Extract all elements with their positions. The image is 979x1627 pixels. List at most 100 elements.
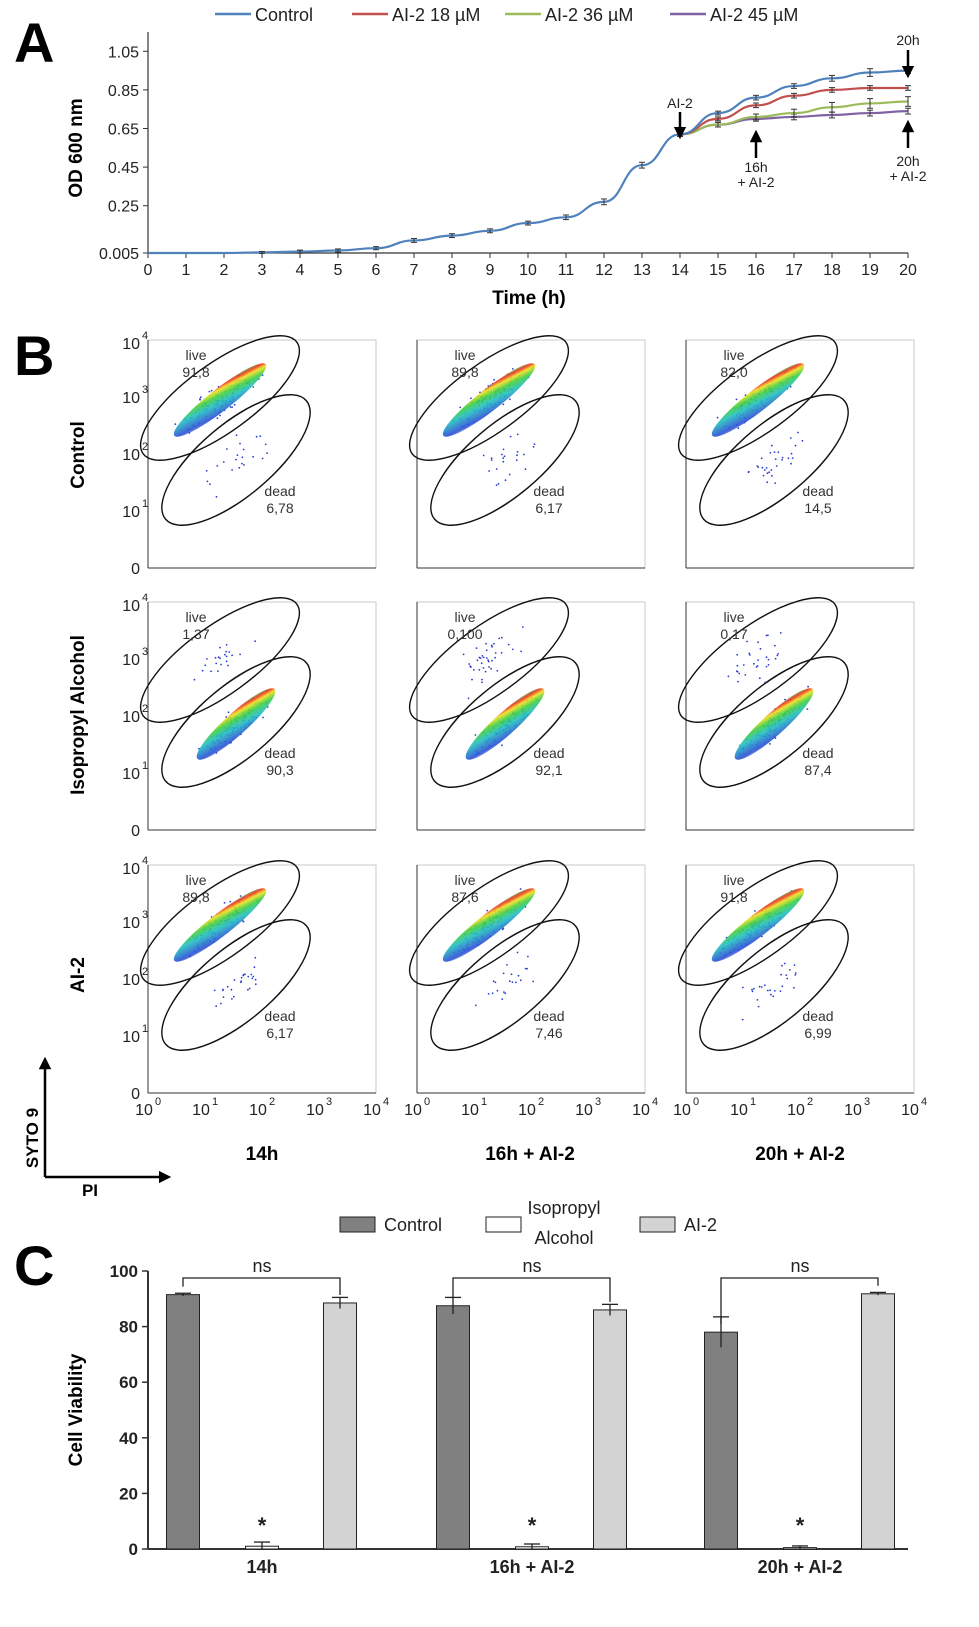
flow-event bbox=[501, 744, 503, 747]
live-gate bbox=[677, 335, 839, 461]
bar-legend-label: AI-2 bbox=[684, 1215, 717, 1235]
flow-event bbox=[517, 974, 520, 977]
flow-y-tick-base: 10 bbox=[122, 504, 140, 521]
live-gate-label: live bbox=[723, 347, 744, 363]
flow-event bbox=[515, 459, 518, 462]
flow-x-tick-base: 10 bbox=[192, 1102, 210, 1119]
flow-event bbox=[220, 663, 223, 666]
dead-percentage: 6,78 bbox=[266, 500, 293, 516]
flow-event bbox=[210, 670, 213, 673]
flow-event bbox=[501, 998, 504, 1000]
flow-event bbox=[771, 474, 773, 477]
bar-category-label: 16h + AI-2 bbox=[490, 1557, 575, 1577]
growth-x-tick-label: 12 bbox=[595, 262, 613, 279]
flow-event bbox=[502, 972, 505, 975]
flow-event bbox=[482, 454, 485, 457]
flow-event bbox=[261, 457, 264, 460]
flow-event bbox=[491, 992, 494, 995]
growth-y-tick-label: 0.65 bbox=[108, 122, 139, 139]
growth-x-tick-label: 2 bbox=[220, 262, 229, 279]
flow-x-tick-base: 10 bbox=[632, 1102, 650, 1119]
growth-x-tick-label: 1 bbox=[182, 262, 191, 279]
growth-legend-label: AI-2 18 µM bbox=[392, 5, 480, 25]
flow-event bbox=[741, 1018, 744, 1021]
flow-event bbox=[789, 437, 792, 439]
flow-event bbox=[496, 989, 499, 992]
bar-legend-swatch bbox=[639, 1216, 676, 1233]
flow-event bbox=[508, 980, 511, 983]
annotation-16h-line1: 16h bbox=[744, 159, 767, 175]
flow-event bbox=[254, 983, 257, 986]
flow-event bbox=[744, 674, 747, 676]
significance-bracket bbox=[720, 1277, 879, 1325]
flow-density-core bbox=[711, 888, 805, 962]
flow-event bbox=[523, 453, 525, 456]
growth-x-tick-label: 14 bbox=[671, 262, 689, 279]
live-gate bbox=[408, 335, 570, 461]
flow-y-tick-exp: 1 bbox=[142, 760, 148, 772]
dead-gate bbox=[161, 919, 311, 1051]
flow-event bbox=[760, 986, 763, 988]
flow-event bbox=[790, 462, 792, 465]
bar-2-0 bbox=[323, 1302, 357, 1550]
annotation-20h-ai2-line2: + AI-2 bbox=[890, 168, 927, 184]
flow-event bbox=[225, 716, 228, 718]
flow-x-tick-base: 10 bbox=[249, 1102, 267, 1119]
flow-event bbox=[206, 480, 209, 483]
flow-event bbox=[242, 973, 245, 976]
flow-event bbox=[495, 468, 498, 470]
growth-y-tick-label: 0.45 bbox=[108, 160, 139, 177]
flow-y-tick-base: 0 bbox=[131, 561, 140, 578]
significance-star: * bbox=[528, 1513, 537, 1538]
flow-density-core bbox=[196, 688, 276, 760]
flow-event bbox=[475, 647, 478, 649]
flow-event bbox=[470, 397, 472, 400]
col-label-14h: 14h bbox=[246, 1144, 279, 1165]
growth-x-tick-label: 17 bbox=[785, 262, 803, 279]
flow-event bbox=[500, 636, 503, 639]
flow-event bbox=[516, 450, 519, 453]
flow-event bbox=[772, 995, 775, 998]
annotation-20h: 20h bbox=[896, 32, 919, 48]
flow-event bbox=[502, 403, 505, 406]
bar-0-1 bbox=[436, 1305, 470, 1550]
flow-event bbox=[508, 473, 511, 476]
flow-event bbox=[793, 964, 796, 966]
significance-bracket bbox=[182, 1277, 341, 1295]
flow-event bbox=[738, 672, 741, 675]
flow-x-tick-exp: 2 bbox=[538, 1096, 544, 1108]
dead-percentage: 92,1 bbox=[535, 762, 562, 778]
flow-event bbox=[737, 427, 740, 430]
growth-x-tick-label: 9 bbox=[486, 262, 495, 279]
flow-event bbox=[520, 650, 522, 653]
flow-event bbox=[239, 442, 241, 445]
bar-legend-swatch bbox=[485, 1216, 522, 1233]
flow-x-tick-base: 10 bbox=[363, 1102, 381, 1119]
flow-event bbox=[252, 386, 255, 388]
viability-ylabel: Cell Viability bbox=[66, 1353, 87, 1466]
flow-event bbox=[521, 626, 524, 628]
panel-letter-a: A bbox=[14, 11, 54, 74]
flow-event bbox=[727, 675, 730, 678]
flow-y-tick-exp: 2 bbox=[142, 703, 148, 715]
annotation-16h-line2: + AI-2 bbox=[738, 174, 775, 190]
live-gate bbox=[139, 860, 301, 986]
flow-event bbox=[491, 659, 493, 662]
flow-event bbox=[476, 659, 479, 662]
flow-x-tick-exp: 4 bbox=[652, 1096, 658, 1108]
flow-y-tick-exp: 3 bbox=[142, 384, 148, 396]
flow-event bbox=[484, 670, 487, 673]
flow-event bbox=[495, 484, 498, 486]
flow-event bbox=[240, 980, 243, 983]
flow-event bbox=[209, 483, 211, 486]
growth-y-tick-label: 0.005 bbox=[99, 246, 139, 263]
flow-event bbox=[216, 465, 219, 467]
flow-event bbox=[252, 975, 255, 978]
significance-ns: ns bbox=[252, 1256, 271, 1276]
flow-event bbox=[753, 662, 755, 665]
flow-event bbox=[485, 657, 488, 659]
flow-event bbox=[227, 711, 230, 714]
flow-event bbox=[226, 985, 229, 988]
